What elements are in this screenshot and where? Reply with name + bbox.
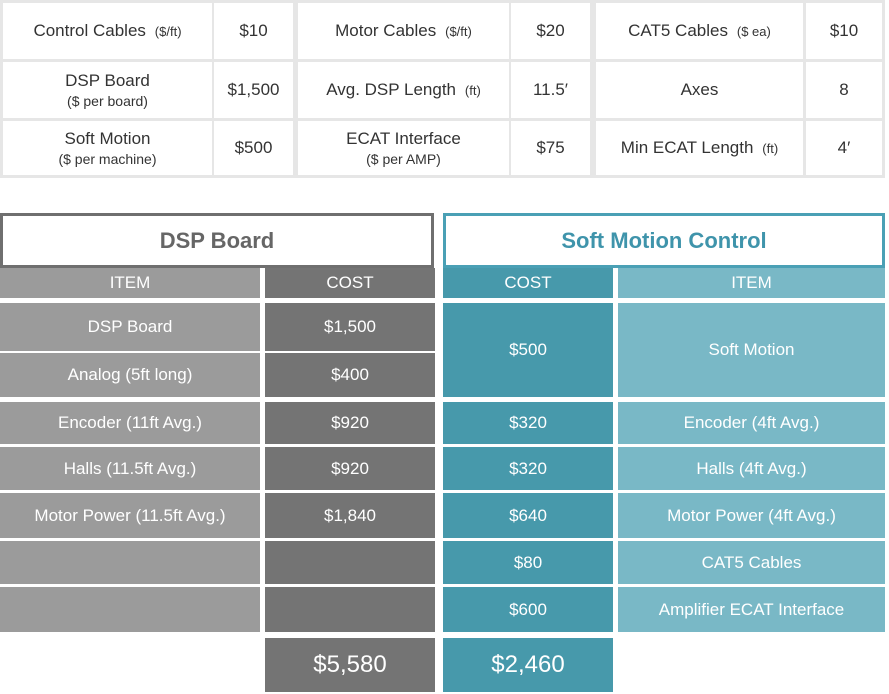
param-value: $75: [536, 138, 565, 157]
soft-row-cost: $320: [443, 447, 613, 490]
param-avg-dsp-length-label: Avg. DSP Length (ft): [298, 62, 509, 118]
dsp-row-cost: $920: [265, 402, 435, 444]
param-unit: (ft): [464, 83, 481, 98]
param-value: $20: [536, 21, 565, 40]
dsp-row-item: Encoder (11ft Avg.): [0, 402, 260, 444]
soft-row-cost: $600: [443, 587, 613, 632]
param-cat5-cables-label: CAT5 Cables ($ ea): [596, 3, 803, 59]
param-avg-dsp-length-value: 11.5′: [511, 62, 590, 118]
param-label: ECAT Interface: [346, 129, 461, 148]
dsp-item-column-header: ITEM: [0, 268, 260, 298]
dsp-row-cost: $400: [265, 353, 435, 397]
soft-row-item: Soft Motion: [618, 303, 885, 397]
dsp-empty-row: [265, 587, 435, 632]
param-unit: ($ per AMP): [366, 151, 441, 167]
param-axes-label: Axes: [596, 62, 803, 118]
param-unit: (ft): [762, 141, 779, 156]
dsp-row-cost: $920: [265, 447, 435, 490]
dsp-row-item: Analog (5ft long): [0, 353, 260, 397]
soft-motion-title: Soft Motion Control: [443, 213, 885, 268]
soft-row-cost: $640: [443, 493, 613, 538]
soft-row-cost: $500: [443, 303, 613, 397]
dsp-empty-row: [0, 587, 260, 632]
param-label: Motor Cables: [335, 21, 437, 40]
param-label: Control Cables: [33, 21, 146, 40]
param-label: DSP Board: [65, 71, 150, 90]
param-label: Axes: [680, 80, 719, 99]
param-cat5-cables-value: $10: [806, 3, 882, 59]
soft-row-item: CAT5 Cables: [618, 541, 885, 584]
dsp-total-cost: $5,580: [265, 638, 435, 692]
param-value: $10: [239, 21, 268, 40]
param-unit: ($/ft): [445, 24, 472, 39]
dsp-row-item: Motor Power (11.5ft Avg.): [0, 493, 260, 538]
param-unit: ($ ea): [736, 24, 771, 39]
dsp-row-item: Halls (11.5ft Avg.): [0, 447, 260, 490]
param-motor-cables-label: Motor Cables ($/ft): [298, 3, 509, 59]
dsp-row-cost: $1,840: [265, 493, 435, 538]
param-min-ecat-length-value: 4′: [806, 121, 882, 175]
parameters-table: Control Cables ($/ft) $10 Motor Cables (…: [0, 0, 885, 178]
param-ecat-interface-label: ECAT Interface ($ per AMP): [298, 121, 509, 175]
soft-row-item: Encoder (4ft Avg.): [618, 402, 885, 444]
param-label: Soft Motion: [64, 129, 151, 148]
soft-row-cost: $320: [443, 402, 613, 444]
param-unit: ($ per board): [67, 93, 148, 109]
param-unit: ($ per machine): [58, 151, 157, 167]
soft-total-cost: $2,460: [443, 638, 613, 692]
soft-row-cost: $80: [443, 541, 613, 584]
soft-item-column-header: ITEM: [618, 268, 885, 298]
soft-row-item: Motor Power (4ft Avg.): [618, 493, 885, 538]
dsp-row-cost: $1,500: [265, 303, 435, 351]
dsp-cost-column-header: COST: [265, 268, 435, 298]
param-value: 4′: [837, 138, 851, 157]
soft-cost-column-header: COST: [443, 268, 613, 298]
param-unit: ($/ft): [154, 24, 182, 39]
dsp-row-item: DSP Board: [0, 303, 260, 351]
param-soft-motion-label: Soft Motion ($ per machine): [3, 121, 212, 175]
param-dsp-board-label: DSP Board ($ per board): [3, 62, 212, 118]
param-min-ecat-length-label: Min ECAT Length (ft): [596, 121, 803, 175]
param-control-cables-value: $10: [214, 3, 293, 59]
param-label: Avg. DSP Length: [326, 80, 457, 99]
param-dsp-board-value: $1,500: [214, 62, 293, 118]
param-value: $1,500: [227, 80, 280, 99]
param-ecat-interface-value: $75: [511, 121, 590, 175]
param-soft-motion-value: $500: [214, 121, 293, 175]
param-value: $10: [829, 21, 859, 40]
param-value: 11.5′: [532, 80, 568, 99]
soft-row-item: Amplifier ECAT Interface: [618, 587, 885, 632]
param-control-cables-label: Control Cables ($/ft): [3, 3, 212, 59]
param-label: Min ECAT Length: [620, 138, 754, 157]
param-label: CAT5 Cables: [628, 21, 728, 40]
param-motor-cables-value: $20: [511, 3, 590, 59]
param-value: 8: [839, 80, 849, 99]
soft-row-item: Halls (4ft Avg.): [618, 447, 885, 490]
dsp-board-title: DSP Board: [0, 213, 434, 268]
dsp-empty-row: [265, 541, 435, 584]
param-value: $500: [234, 138, 273, 157]
param-axes-value: 8: [806, 62, 882, 118]
dsp-empty-row: [0, 541, 260, 584]
